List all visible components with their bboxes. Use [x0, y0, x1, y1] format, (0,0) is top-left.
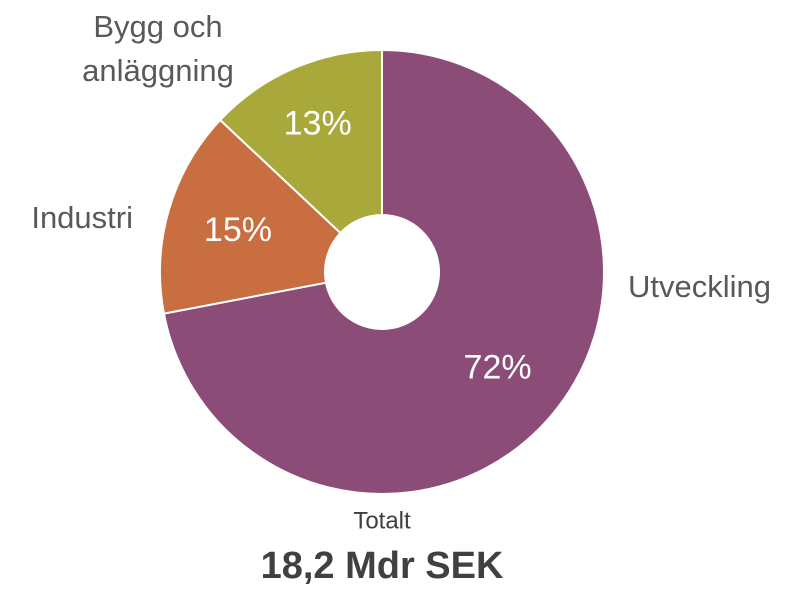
slices — [159, 48, 605, 495]
slice — [162, 48, 605, 495]
value-label: 13% — [284, 104, 352, 142]
total-value: 18,2 Mdr SEK — [261, 545, 504, 587]
category-label: Bygg och anläggning — [82, 9, 234, 88]
category-label: Utveckling — [628, 269, 771, 304]
category-label: Industri — [31, 200, 133, 235]
slice — [218, 48, 383, 235]
value-label: 72% — [464, 349, 532, 387]
total-caption: Totalt — [353, 507, 411, 534]
slice — [159, 118, 342, 315]
value-label: 15% — [204, 211, 272, 249]
